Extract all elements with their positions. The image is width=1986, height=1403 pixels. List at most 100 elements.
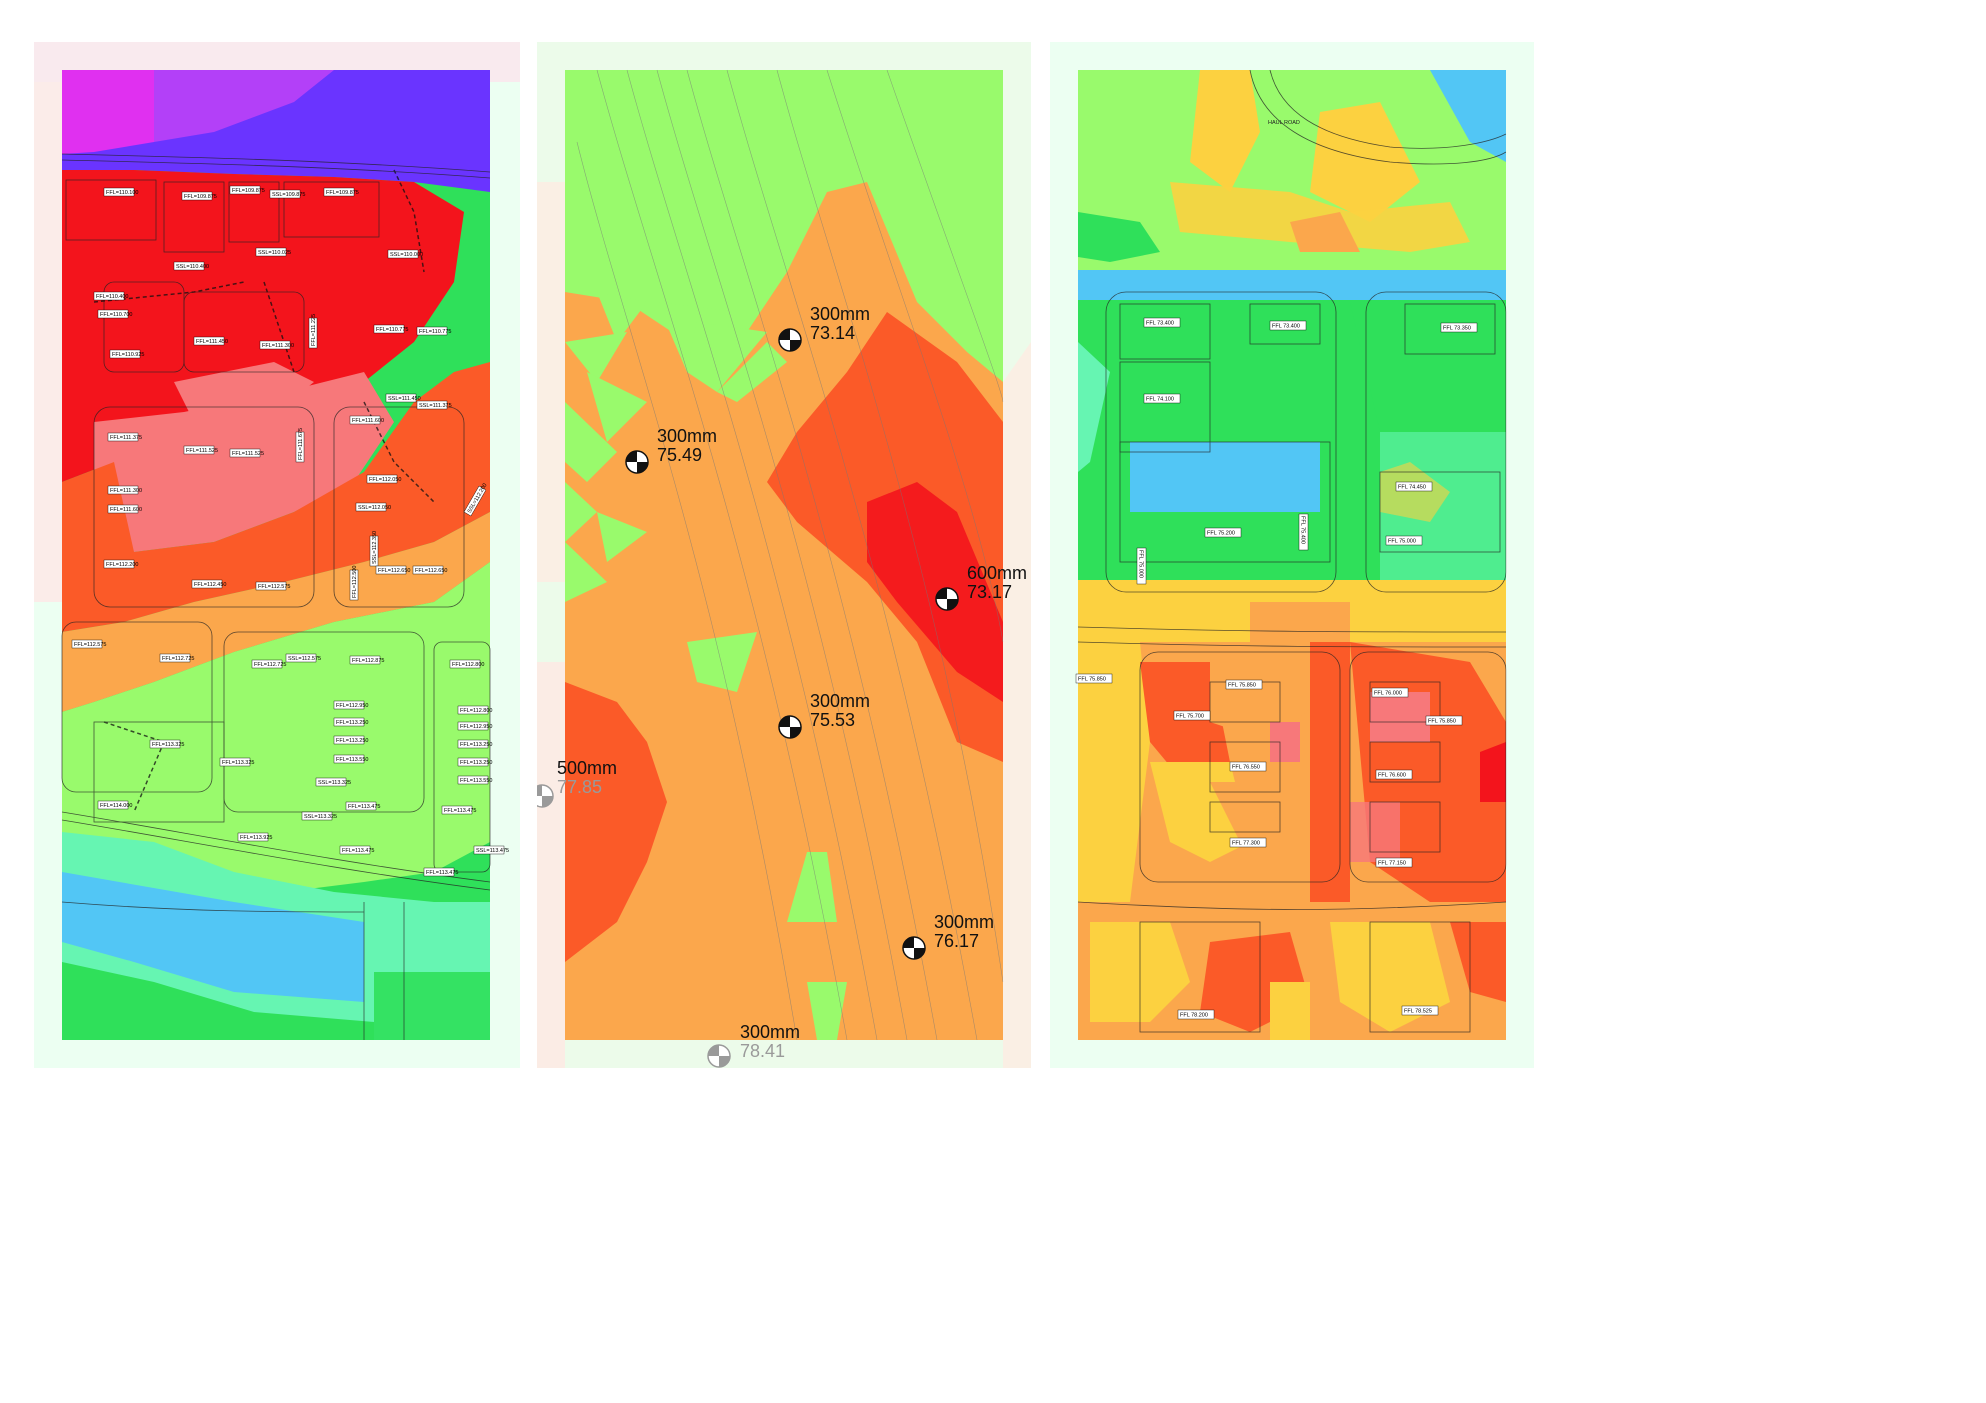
level-tag: FFL=111.375 [110,435,142,441]
level-tag: FFL=112.650 [415,568,447,574]
level-tag: FFL=112.800 [452,662,484,668]
datum-level-label: 75.49 [657,445,702,465]
level-tag: FFL=113.550 [336,757,368,763]
level-tag: FFL=112.050 [369,477,401,483]
level-tag: FFL 78.200 [1180,1013,1208,1019]
haul-road-label: HAUL ROAD [1268,120,1300,126]
level-tag: SSL=113.475 [476,848,509,854]
level-tag: FFL=112.650 [378,568,410,574]
level-tag: FFL=110.925 [112,352,144,358]
level-tag: FFL=110.400 [96,294,128,300]
level-tag: FFL=113.475 [444,808,476,814]
middle-heatmap: 300mm73.14300mm75.49600mm73.17300mm75.53… [537,42,1031,1068]
datum-icon-quadrant [790,340,801,351]
level-tag: FFL 73.400 [1146,321,1174,327]
level-tag: FFL=110.700 [100,312,132,318]
datum-icon-quadrant [790,727,801,738]
datum-icon-quadrant [779,329,790,340]
level-tag: FFL=111.300 [110,488,142,494]
contour-lines [576,69,1004,1041]
right-map-panel: HAUL ROAD FFL 73.400 FFL 73.400 FFL 73.3… [1050,42,1534,1068]
datum-icon-quadrant [708,1045,719,1056]
level-tag: SSL=112.575 [288,656,321,662]
datum-icon-quadrant [947,599,958,610]
level-tag: FFL 76.600 [1378,773,1406,779]
level-tag: FFL=111.600 [110,507,142,513]
level-tag: FFL=112.950 [460,724,492,730]
level-tag: FFL 74.100 [1146,397,1174,403]
level-tag: FFL=112.200 [106,562,138,568]
level-tag: SSL=112.350 [372,531,378,564]
level-tag: FFL=114.000 [100,803,132,809]
level-tag: FFL=112.500 [352,566,358,598]
level-tag: FFL=113.250 [336,720,368,726]
datum-level-label: 77.85 [557,777,602,797]
level-tag: SSL=111.375 [419,403,452,409]
datum-depth-label: 300mm [810,691,870,711]
datum-level-label: 78.41 [740,1041,785,1061]
level-tag: FFL=111.300 [262,343,294,349]
left-map-panel: FFL=110.100 FFL=109.875 FFL=109.875 SSL=… [34,42,520,1068]
level-tag: FFL=112.950 [336,703,368,709]
level-tag: FFL 75.400 [1300,516,1306,544]
datum-icon-quadrant [537,785,542,796]
level-tag: FFL=113.475 [348,804,380,810]
level-tag: FFL 75.700 [1176,714,1204,720]
level-tag: FFL=113.550 [460,778,492,784]
level-tag: FFL=111.225 [311,314,317,346]
datum-level-label: 73.17 [967,582,1012,602]
level-tag: SSL=112.050 [358,505,391,511]
level-tag: FFL=109.875 [326,190,359,196]
level-tag: FFL=111.525 [232,451,264,457]
level-tag: FFL 76.000 [1374,691,1402,697]
level-tag: FFL 78.525 [1404,1009,1432,1015]
site-plan-linework [61,153,491,1040]
level-tag: FFL=113.475 [426,870,458,876]
datum-depth-label: 300mm [657,426,717,446]
level-tag: SSL=113.325 [318,780,351,786]
datum-depth-label: 300mm [934,912,994,932]
level-tags: FFL 73.400 FFL 73.400 FFL 73.350 FFL 74.… [1075,317,1478,1020]
level-tag: FFL=111.450 [196,339,228,345]
level-tag: FFL=113.250 [460,742,492,748]
level-tag: FFL 73.400 [1272,324,1300,330]
level-tag: FFL 76.550 [1232,765,1260,771]
datum-icon-quadrant [914,948,925,959]
level-tag: FFL=112.800 [460,708,492,714]
level-tag: SSL=110.400 [176,264,209,270]
level-tag: FFL=112.725 [162,656,194,662]
level-tag: FFL 73.350 [1443,326,1471,332]
datum-icon-quadrant [936,588,947,599]
level-tag: FFL=110.775 [419,329,451,335]
level-tag: FFL 77.150 [1378,861,1406,867]
level-tag: FFL=112.450 [194,582,226,588]
level-tag: FFL=113.325 [222,760,254,766]
level-tag: FFL=112.575 [74,642,106,648]
left-heatmap: FFL=110.100 FFL=109.875 FFL=109.875 SSL=… [34,42,520,1068]
datum-icon-quadrant [903,937,914,948]
level-tag: FFL 74.450 [1398,485,1426,491]
level-tag: SSL=111.450 [388,396,421,402]
level-tag: FFL 75.850 [1078,677,1106,683]
level-tag: FFL=111.675 [298,428,304,460]
level-tag: FFL=113.475 [342,848,374,854]
level-tag: FFL=109.875 [184,194,217,200]
level-tag: FFL=110.775 [376,327,408,333]
datum-markers: 300mm73.14300mm75.49600mm73.17300mm75.53… [537,304,1027,1068]
datum-icon-quadrant [626,451,637,462]
site-plan-linework [1077,69,1507,1033]
datum-level-label: 75.53 [810,710,855,730]
level-tag: SSL=110.025 [258,250,291,256]
level-tag: FFL=111.525 [186,448,218,454]
datum-level-label: 76.17 [934,931,979,951]
level-tag: FFL 75.200 [1207,531,1235,537]
datum-icon-quadrant [637,462,648,473]
level-tag: FFL=113.325 [152,742,184,748]
level-tag: FFL 77.300 [1232,841,1260,847]
level-tag: FFL 75.850 [1428,719,1456,725]
